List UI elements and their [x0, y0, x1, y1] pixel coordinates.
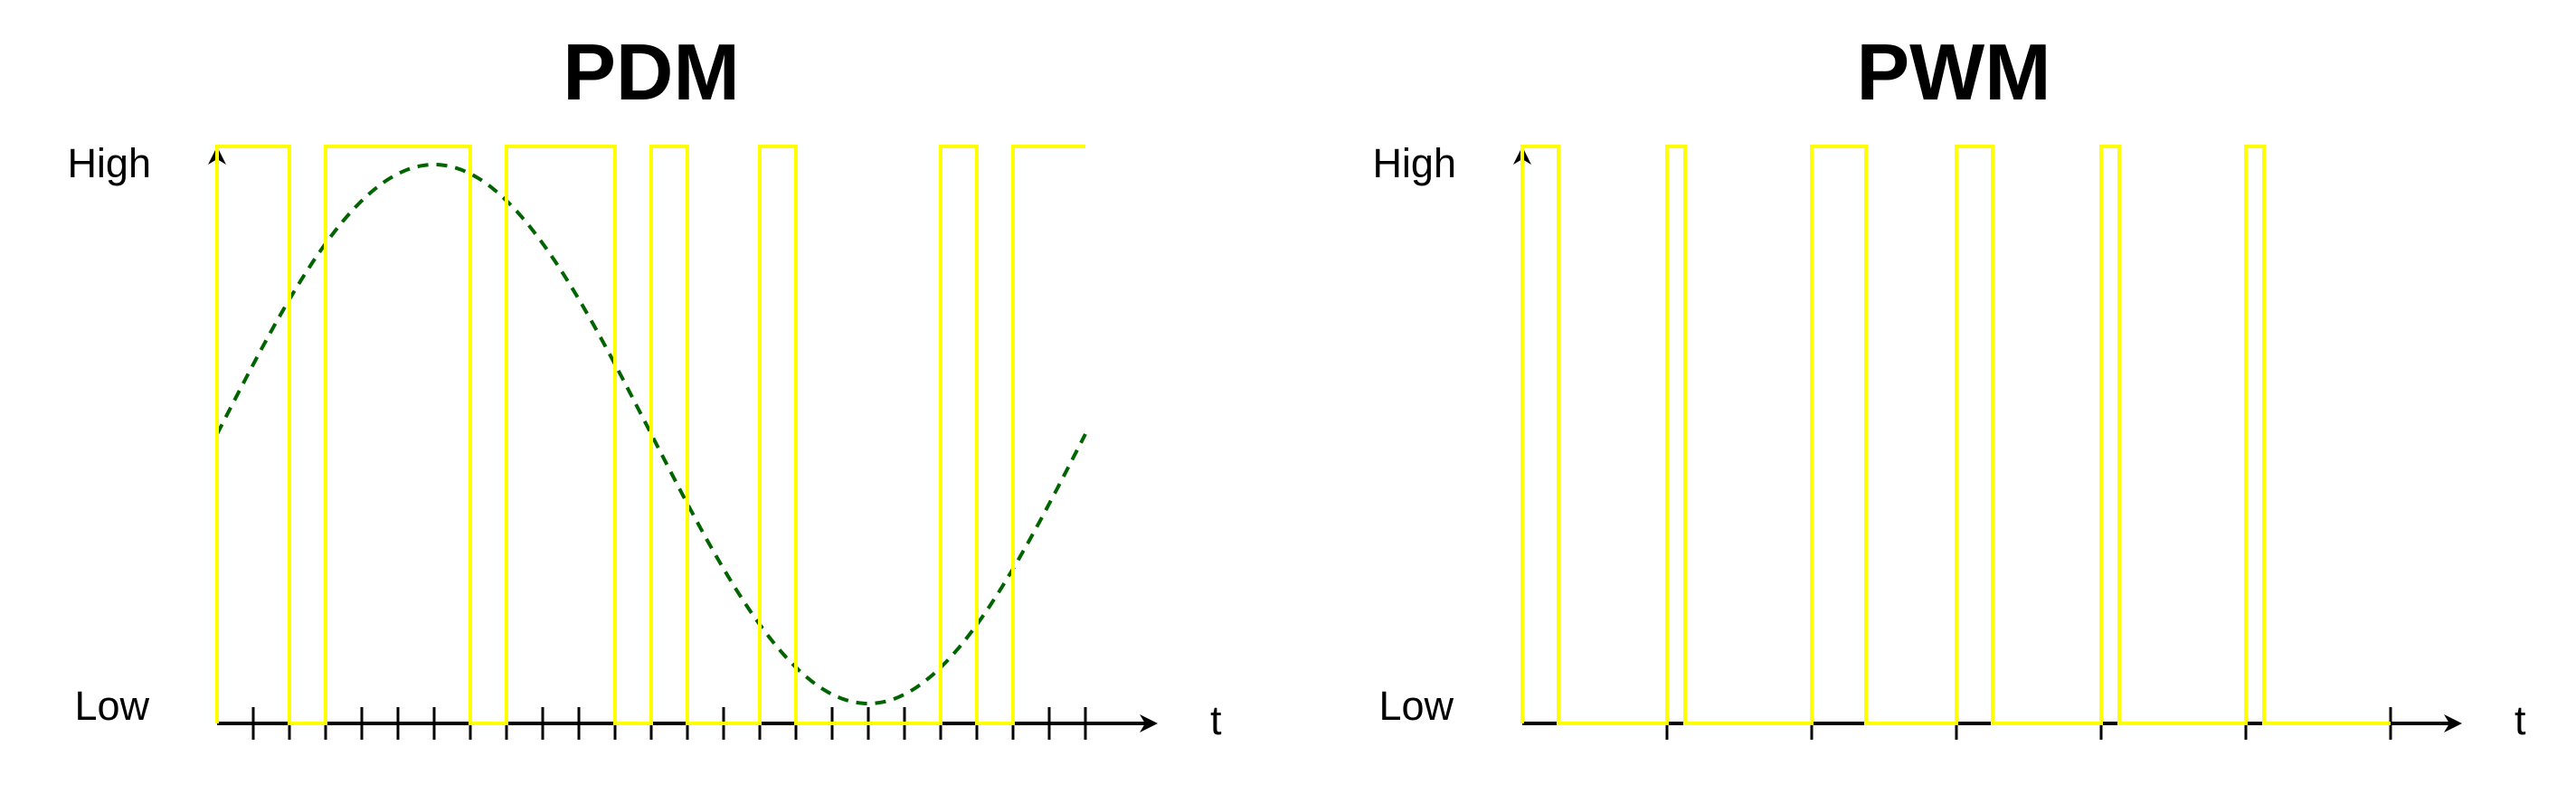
- pwm-time-label: t: [2514, 697, 2526, 743]
- pdm-low-label: Low: [74, 683, 149, 729]
- pdm-panel: PDM High Low t: [67, 27, 1222, 743]
- pwm-high-label: High: [1372, 140, 1456, 186]
- pwm-panel: PWM High Low t: [1372, 27, 2526, 743]
- pwm-low-label: Low: [1378, 683, 1454, 729]
- pdm-high-label: High: [67, 140, 151, 186]
- pdm-time-label: t: [1210, 697, 1222, 743]
- pwm-title: PWM: [1856, 27, 2050, 117]
- pdm-pulse-signal: [215, 145, 1085, 725]
- pdm-title: PDM: [563, 27, 740, 117]
- pwm-pulse-signal: [1520, 145, 2391, 725]
